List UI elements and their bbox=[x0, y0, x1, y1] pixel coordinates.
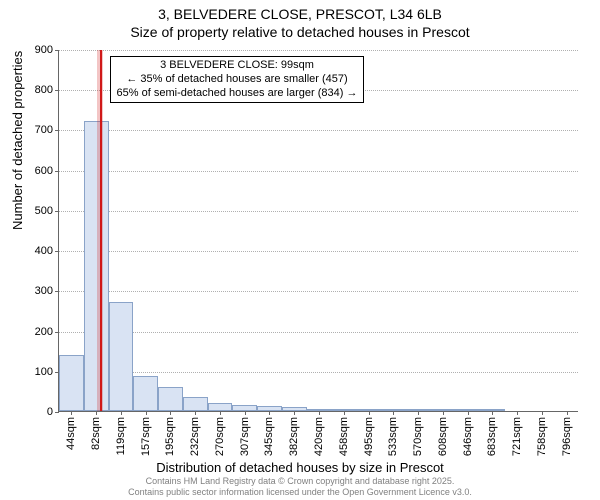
chart-footer: Contains HM Land Registry data © Crown c… bbox=[0, 476, 600, 498]
histogram-bar bbox=[59, 355, 84, 411]
x-tick-label: 458sqm bbox=[338, 417, 350, 456]
x-tick-mark bbox=[517, 411, 518, 415]
gridline bbox=[59, 372, 578, 373]
x-tick-mark bbox=[492, 411, 493, 415]
x-tick-label: 796sqm bbox=[561, 417, 573, 456]
y-tick-label: 300 bbox=[35, 285, 53, 297]
y-tick-label: 500 bbox=[35, 205, 53, 217]
x-tick-label: 420sqm bbox=[313, 417, 325, 456]
histogram-bar bbox=[133, 376, 158, 411]
gridline bbox=[59, 211, 578, 212]
y-tick-mark bbox=[55, 412, 59, 413]
y-tick-mark bbox=[55, 291, 59, 292]
y-tick-mark bbox=[55, 171, 59, 172]
annotation-box: 3 BELVEDERE CLOSE: 99sqm← 35% of detache… bbox=[110, 56, 365, 103]
x-tick-mark bbox=[220, 411, 221, 415]
histogram-bar bbox=[109, 302, 134, 411]
gridline bbox=[59, 171, 578, 172]
x-tick-label: 570sqm bbox=[412, 417, 424, 456]
histogram-bar bbox=[158, 387, 183, 411]
chart-title-line2: Size of property relative to detached ho… bbox=[0, 24, 600, 40]
x-tick-label: 44sqm bbox=[65, 417, 77, 450]
footer-line2: Contains public sector information licen… bbox=[0, 487, 600, 498]
x-tick-mark bbox=[567, 411, 568, 415]
annotation-line1: 3 BELVEDERE CLOSE: 99sqm bbox=[117, 59, 358, 73]
x-tick-mark bbox=[319, 411, 320, 415]
x-tick-mark bbox=[344, 411, 345, 415]
x-tick-mark bbox=[96, 411, 97, 415]
x-tick-label: 232sqm bbox=[189, 417, 201, 456]
histogram-bar bbox=[208, 403, 233, 411]
y-tick-mark bbox=[55, 332, 59, 333]
y-tick-label: 700 bbox=[35, 124, 53, 136]
x-tick-mark bbox=[245, 411, 246, 415]
histogram-bar bbox=[183, 397, 208, 411]
x-axis-label: Distribution of detached houses by size … bbox=[0, 460, 600, 475]
x-tick-label: 157sqm bbox=[140, 417, 152, 456]
x-tick-mark bbox=[418, 411, 419, 415]
y-tick-label: 0 bbox=[47, 406, 53, 418]
x-tick-mark bbox=[468, 411, 469, 415]
x-tick-label: 533sqm bbox=[387, 417, 399, 456]
x-tick-label: 119sqm bbox=[115, 417, 127, 455]
x-tick-label: 495sqm bbox=[363, 417, 375, 456]
x-tick-mark bbox=[542, 411, 543, 415]
y-tick-mark bbox=[55, 90, 59, 91]
x-tick-mark bbox=[195, 411, 196, 415]
x-tick-mark bbox=[71, 411, 72, 415]
x-tick-mark bbox=[393, 411, 394, 415]
chart-title-line1: 3, BELVEDERE CLOSE, PRESCOT, L34 6LB bbox=[0, 6, 600, 22]
x-tick-label: 721sqm bbox=[511, 417, 523, 456]
x-tick-label: 270sqm bbox=[214, 417, 226, 456]
y-tick-mark bbox=[55, 211, 59, 212]
y-tick-label: 600 bbox=[35, 165, 53, 177]
marker-line bbox=[100, 50, 102, 411]
footer-line1: Contains HM Land Registry data © Crown c… bbox=[0, 476, 600, 487]
annotation-line2: ← 35% of detached houses are smaller (45… bbox=[117, 73, 358, 87]
gridline bbox=[59, 50, 578, 51]
gridline bbox=[59, 251, 578, 252]
x-tick-mark bbox=[146, 411, 147, 415]
y-tick-mark bbox=[55, 130, 59, 131]
y-tick-label: 400 bbox=[35, 245, 53, 257]
x-tick-label: 683sqm bbox=[486, 417, 498, 456]
y-tick-mark bbox=[55, 251, 59, 252]
y-axis-label: Number of detached properties bbox=[10, 51, 25, 230]
x-tick-mark bbox=[121, 411, 122, 415]
y-tick-label: 100 bbox=[35, 366, 53, 378]
y-tick-label: 200 bbox=[35, 326, 53, 338]
x-tick-label: 646sqm bbox=[462, 417, 474, 456]
x-tick-mark bbox=[369, 411, 370, 415]
gridline bbox=[59, 332, 578, 333]
y-tick-label: 800 bbox=[35, 84, 53, 96]
gridline bbox=[59, 130, 578, 131]
x-tick-label: 758sqm bbox=[536, 417, 548, 456]
x-tick-mark bbox=[170, 411, 171, 415]
x-tick-label: 82sqm bbox=[90, 417, 102, 450]
x-tick-mark bbox=[294, 411, 295, 415]
y-tick-mark bbox=[55, 50, 59, 51]
plot-area: 010020030040050060070080090044sqm82sqm11… bbox=[58, 50, 578, 412]
y-tick-label: 900 bbox=[35, 44, 53, 56]
annotation-line3: 65% of semi-detached houses are larger (… bbox=[117, 87, 358, 101]
x-tick-label: 382sqm bbox=[288, 417, 300, 456]
x-tick-mark bbox=[443, 411, 444, 415]
x-tick-label: 195sqm bbox=[164, 417, 176, 456]
gridline bbox=[59, 291, 578, 292]
chart-title-block: 3, BELVEDERE CLOSE, PRESCOT, L34 6LB Siz… bbox=[0, 0, 600, 40]
x-tick-label: 307sqm bbox=[239, 417, 251, 456]
x-tick-label: 345sqm bbox=[263, 417, 275, 456]
x-tick-mark bbox=[269, 411, 270, 415]
x-tick-label: 608sqm bbox=[437, 417, 449, 456]
